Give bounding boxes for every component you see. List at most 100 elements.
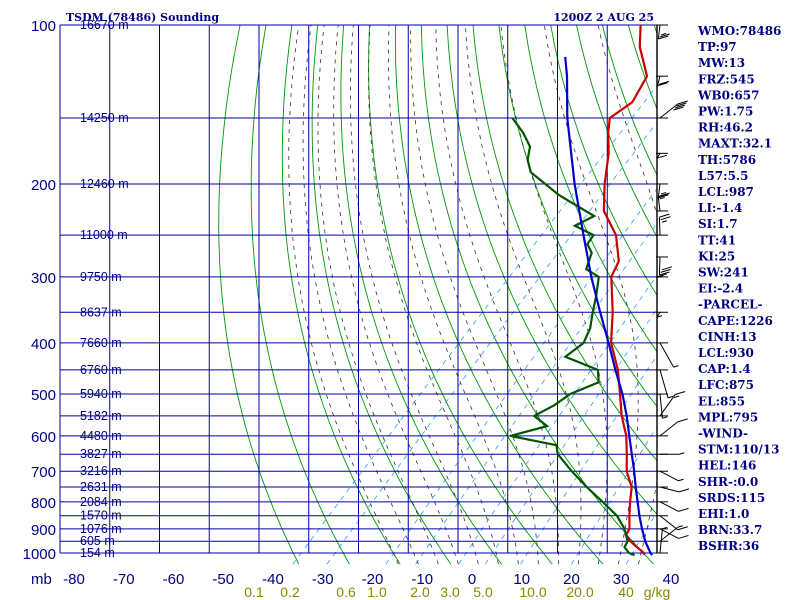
index-value: MAXT:32.1 [698, 137, 772, 151]
wind-barb-staff [657, 196, 661, 212]
wind-barb-flag [677, 418, 688, 423]
wind-barb-flag [661, 220, 668, 223]
wind-barb-flag [678, 534, 689, 539]
index-value: LCL:930 [698, 346, 754, 360]
index-value: CAP:1.4 [698, 362, 751, 376]
wind-barb-staff [657, 183, 661, 199]
dry-adiabat [550, 25, 657, 297]
height-label: 12460 m [80, 177, 129, 191]
temperature-tick-label: -10 [411, 571, 433, 588]
temperature-tick-label: -30 [312, 571, 334, 588]
wind-barb-staff [659, 103, 679, 119]
index-value: KI:25 [698, 249, 735, 263]
mixing-ratio-label: 2.0 [410, 584, 430, 600]
index-value: EHI:1.0 [698, 507, 749, 521]
wind-barb-flag [656, 315, 663, 318]
wind-barb-flag [659, 271, 670, 276]
stability-indices: WMO:78486 TP:97 MW:13 FRZ:545 WB0:657 PW:1.75… [697, 24, 781, 553]
wind-barb-flag [660, 33, 667, 36]
index-value: WB0:657 [697, 88, 759, 102]
temperature-tick-label: 40 [663, 571, 680, 588]
pressure-tick-label: 1000 [23, 546, 56, 563]
index-value: CINH:13 [698, 330, 757, 344]
wind-barb-staff [659, 515, 679, 531]
dry-adiabat [311, 25, 452, 565]
moist-adiabat [410, 25, 539, 565]
index-value: HEL:146 [698, 459, 756, 473]
height-label: 5940 m [80, 387, 122, 401]
wind-barb-staff [656, 76, 661, 86]
index-value: BRN:33.7 [698, 523, 762, 537]
wind-barb-flag [679, 452, 685, 455]
wind-barb-staff [657, 24, 661, 40]
height-label: 1076 m [80, 522, 122, 536]
wind-barb-flag [660, 191, 667, 195]
mixing-ratio-label: 10.0 [519, 584, 546, 600]
profile-lines [510, 25, 653, 557]
index-value: BSHR:36 [698, 539, 759, 553]
height-label: 16670 m [80, 18, 129, 32]
mixing-ratio-line [571, 426, 657, 565]
moist-adiabat [500, 25, 608, 565]
mixing-ratio-line [415, 222, 657, 565]
wind-barb-flag [658, 80, 670, 85]
wind-barb-flag [659, 33, 670, 38]
index-value: TH:5786 [698, 153, 756, 167]
dry-adiabat [281, 25, 401, 565]
dry-adiabat [576, 25, 657, 238]
mixing-ratio-label: 0.6 [336, 584, 356, 600]
index-value: WMO:78486 [697, 24, 781, 38]
wind-barb-staff [659, 470, 679, 482]
wind-barb-staff [659, 528, 663, 554]
wind-barb-flag [678, 478, 684, 482]
height-label: 8637 m [80, 305, 122, 319]
mixing-ratio-lines [292, 84, 657, 565]
wind-barb-flag [658, 193, 669, 198]
pressure-tick-label: 400 [31, 336, 56, 353]
wind-barb-flag [658, 35, 669, 40]
temperature-tick-label: -40 [262, 571, 284, 588]
moist-adiabat [349, 25, 479, 565]
moist-adiabat [317, 25, 439, 565]
wind-barb-staff [656, 153, 661, 159]
temperature-tick-labels: -80 -70 -60 -50 -40 -30 -20 -10 0 10 20 30 40 [63, 571, 679, 588]
index-value: LCL:987 [698, 185, 754, 199]
dry-adiabat [368, 25, 553, 565]
parcel-line [564, 56, 653, 556]
height-label: 3216 m [80, 464, 122, 478]
wind-barb-staff [659, 394, 663, 419]
index-value: SW:241 [698, 266, 749, 280]
pressure-tick-label: 600 [31, 429, 56, 446]
dry-adiabat [446, 25, 657, 515]
dry-adiabat [472, 25, 657, 462]
wind-barb-flag [657, 82, 668, 87]
moist-adiabat [368, 25, 499, 565]
wind-barb-flag [678, 507, 689, 512]
pressure-tick-label: 700 [31, 464, 56, 481]
wind-barb-flag [659, 196, 665, 200]
index-value: LI:-1.4 [698, 201, 742, 215]
height-label: 6760 m [80, 363, 122, 377]
moist-adiabat [465, 25, 582, 565]
height-label: 154 m [80, 546, 115, 560]
height-label: 14250 m [80, 111, 129, 125]
height-label: 5182 m [80, 409, 122, 423]
height-label: 3827 m [80, 447, 122, 461]
mixing-ratio-label: g/kg [644, 584, 670, 600]
moist-adiabat [435, 25, 559, 565]
pressure-tick-label: 300 [31, 270, 56, 287]
mixing-ratio-line [520, 354, 657, 565]
height-label: 1570 m [80, 509, 122, 523]
wind-barb-flag [659, 213, 670, 218]
wind-barb-staff [656, 312, 661, 318]
wind-barb-staff [659, 394, 676, 417]
height-label: 7660 m [80, 336, 122, 350]
wind-barb-staff [659, 342, 675, 368]
mixing-ratio-label: 1.0 [367, 584, 387, 600]
temperature-tick-label: 20 [563, 571, 580, 588]
wind-barb-staff [659, 421, 679, 437]
mixing-ratio-label: 3.0 [440, 584, 460, 600]
wind-barb-staff [659, 501, 679, 512]
temperature-tick-label: 10 [513, 571, 530, 588]
mixing-ratio-line [292, 84, 657, 565]
